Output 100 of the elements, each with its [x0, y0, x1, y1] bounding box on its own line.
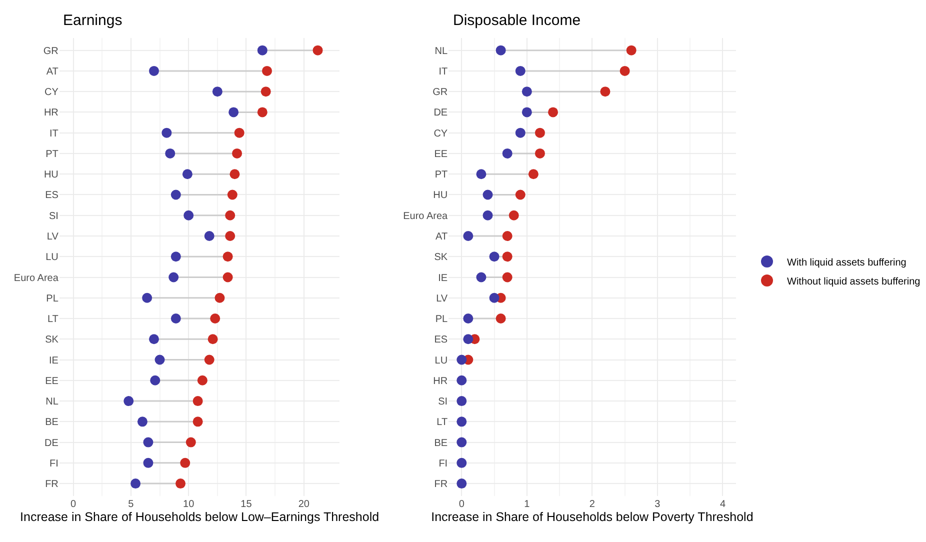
point: [228, 107, 239, 118]
point: [212, 86, 222, 97]
y-tick-label: SI: [48, 210, 58, 222]
y-tick-label: PT: [46, 148, 58, 160]
point: [168, 272, 179, 282]
y-tick-label: IT: [438, 66, 448, 78]
point: [502, 252, 512, 262]
point: [210, 314, 220, 324]
point: [232, 148, 242, 158]
chart-title: Disposable Income: [453, 12, 581, 29]
y-tick-label: NL: [46, 396, 59, 408]
point: [522, 86, 532, 97]
point: [180, 458, 190, 468]
point: [225, 230, 236, 241]
point: [176, 478, 186, 489]
x-tick-label: 5: [128, 498, 134, 510]
y-tick-label: FI: [50, 458, 58, 470]
point: [230, 169, 240, 180]
legend-label: With liquid assets buffering: [787, 257, 906, 268]
y-tick-label: CY: [434, 128, 448, 140]
point: [482, 190, 493, 200]
point: [534, 128, 545, 138]
point: [150, 375, 160, 386]
x-tick-label: 2: [589, 498, 596, 510]
point: [222, 272, 233, 282]
point: [463, 334, 474, 344]
point: [522, 107, 532, 118]
point: [456, 458, 467, 468]
y-tick-label: BE: [434, 438, 448, 449]
point: [225, 210, 236, 220]
point: [476, 272, 486, 282]
point: [502, 148, 512, 158]
point: [489, 292, 500, 303]
point: [502, 272, 512, 282]
point: [456, 354, 467, 365]
y-tick-label: FI: [438, 458, 448, 470]
point: [260, 86, 271, 97]
y-tick-label: GR: [432, 87, 448, 98]
point: [626, 45, 636, 56]
point: [143, 458, 154, 468]
point: [137, 416, 148, 427]
point: [508, 210, 519, 220]
point: [197, 375, 208, 386]
point: [515, 66, 526, 76]
point: [143, 437, 154, 448]
point: [515, 128, 526, 138]
point: [124, 396, 134, 406]
point: [312, 45, 323, 56]
point: [620, 66, 630, 76]
x-tick-label: 10: [183, 498, 195, 510]
y-tick-label: CY: [44, 87, 59, 98]
point: [262, 66, 272, 76]
x-tick-label: 20: [298, 498, 310, 510]
point: [489, 252, 500, 262]
y-tick-label: LT: [436, 417, 448, 428]
point: [476, 169, 486, 180]
y-tick-label: ES: [434, 334, 448, 346]
point: [165, 148, 176, 158]
point: [222, 252, 233, 262]
y-tick-label: Euro Area: [403, 210, 448, 222]
point: [142, 292, 152, 303]
point: [463, 230, 474, 241]
point: [154, 354, 165, 365]
y-tick-label: HR: [44, 108, 58, 119]
y-tick-label: IE: [438, 272, 448, 284]
y-tick-label: FR: [45, 479, 58, 490]
x-axis-title: Increase in Share of Households below Low–Earnings Threshold: [20, 510, 380, 524]
x-tick-label: 0: [458, 498, 465, 510]
point: [227, 190, 238, 200]
y-tick-label: LU: [434, 355, 448, 366]
point: [600, 86, 610, 97]
x-tick-label: 3: [654, 498, 661, 510]
point: [528, 169, 538, 180]
y-tick-label: EE: [434, 148, 448, 160]
y-tick-label: LT: [47, 314, 58, 326]
x-tick-label: 1: [524, 498, 530, 510]
point: [170, 190, 181, 200]
y-tick-label: LV: [46, 231, 59, 242]
y-tick-label: DE: [44, 438, 59, 449]
y-tick-label: LU: [46, 252, 58, 264]
y-tick-label: Euro Area: [14, 272, 59, 284]
x-tick-label: 0: [70, 498, 76, 510]
point: [170, 252, 181, 262]
point: [148, 334, 159, 344]
y-tick-label: EE: [45, 376, 59, 387]
point: [204, 354, 214, 365]
point: [456, 416, 467, 427]
x-axis-title: Increase in Share of Households below Poverty Threshold: [431, 510, 754, 524]
point: [148, 66, 159, 76]
y-tick-label: PL: [46, 293, 59, 304]
y-tick-label: PT: [434, 170, 448, 181]
y-tick-label: LV: [436, 293, 448, 304]
point: [257, 45, 268, 56]
point: [463, 314, 474, 324]
y-tick-label: BE: [45, 417, 59, 428]
y-tick-label: ES: [45, 190, 59, 202]
point: [456, 396, 467, 406]
point: [456, 375, 467, 386]
y-tick-label: FR: [434, 479, 448, 490]
point: [204, 230, 214, 241]
